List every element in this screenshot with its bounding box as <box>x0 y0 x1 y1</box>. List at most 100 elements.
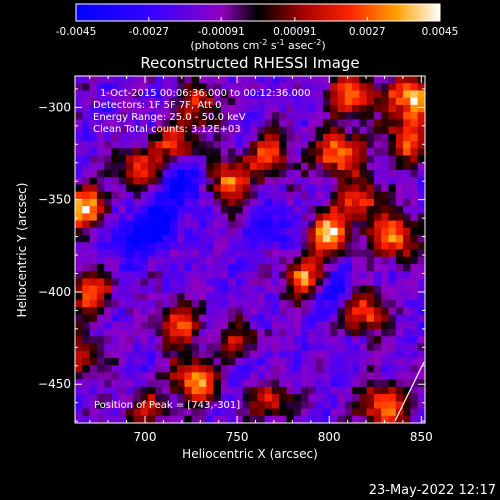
heatmap-cell <box>417 321 426 330</box>
heatmap-cell <box>133 336 142 344</box>
heatmap-cell <box>82 321 90 330</box>
colorbar-gradient <box>75 3 441 22</box>
heatmap-cell <box>271 314 280 323</box>
colorbar-tick-label: -0.0045 <box>56 26 97 38</box>
heatmap-cell <box>162 343 171 352</box>
heatmap-cell <box>111 90 120 99</box>
heatmap-cell <box>271 379 280 388</box>
heatmap-cell <box>162 307 171 315</box>
heatmap-cell <box>417 206 426 214</box>
heatmap-cell <box>220 162 229 171</box>
heatmap-cell <box>359 292 368 301</box>
heatmap-cell <box>140 408 149 417</box>
heatmap-cell <box>271 112 280 120</box>
heatmap-cell <box>126 336 134 344</box>
heatmap-cell <box>140 169 149 178</box>
heatmap-cell <box>140 343 149 352</box>
heatmap-cell <box>126 169 134 178</box>
heatmap-cell <box>322 415 331 424</box>
heatmap-cell <box>330 314 338 323</box>
heatmap-cell <box>169 242 178 250</box>
heatmap-cell <box>293 90 302 99</box>
heatmap-cell <box>104 235 112 243</box>
heatmap-cell <box>242 386 251 395</box>
heatmap-cell <box>235 357 244 366</box>
heatmap-cell <box>140 90 149 99</box>
heatmap-cell <box>111 415 120 424</box>
heatmap-cell <box>104 83 112 91</box>
heatmap-cell <box>352 206 360 214</box>
heatmap-cell <box>344 104 353 113</box>
heatmap-cell <box>155 263 163 272</box>
heatmap-cell <box>191 177 200 185</box>
heatmap-cell <box>403 256 411 265</box>
heatmap-cell <box>315 329 324 337</box>
heatmap-cell <box>242 379 251 388</box>
heatmap-cell <box>118 155 127 164</box>
heatmap-cell <box>301 249 309 258</box>
heatmap-cell <box>308 177 317 185</box>
heatmap-cell <box>191 292 200 301</box>
heatmap-cell <box>271 350 280 359</box>
heatmap-cell <box>322 379 331 388</box>
heatmap-cell <box>286 213 295 221</box>
heatmap-cell <box>381 191 389 200</box>
heatmap-cell <box>293 379 302 388</box>
heatmap-cell <box>198 256 207 265</box>
heatmap-cell <box>228 343 236 352</box>
heatmap-cell <box>388 314 397 323</box>
heatmap-cell <box>286 285 295 294</box>
heatmap-cell <box>235 321 244 330</box>
heatmap-cell <box>228 386 236 395</box>
heatmap-cell <box>104 249 112 258</box>
heatmap-cell <box>177 198 185 207</box>
heatmap-cell <box>250 141 258 149</box>
heatmap-cell <box>352 83 360 91</box>
heatmap-cell <box>104 119 112 128</box>
heatmap-cell <box>388 141 397 149</box>
heatmap-cell <box>213 83 222 91</box>
heatmap-cell <box>344 372 353 381</box>
heatmap-cell <box>366 126 375 135</box>
heatmap-cell <box>133 206 142 214</box>
heatmap-cell <box>337 155 346 164</box>
heatmap-cell <box>410 126 419 135</box>
heatmap-cell <box>373 184 382 193</box>
heatmap-cell <box>264 133 273 142</box>
heatmap-cell <box>220 350 229 359</box>
heatmap-cell <box>206 256 214 265</box>
heatmap-cell <box>352 321 360 330</box>
heatmap-cell <box>235 300 244 308</box>
heatmap-cell <box>286 256 295 265</box>
heatmap-cell <box>286 379 295 388</box>
heatmap-cell <box>286 242 295 250</box>
heatmap-cell <box>75 148 83 156</box>
heatmap-cell <box>403 83 411 91</box>
heatmap-cell <box>162 206 171 214</box>
heatmap-cell <box>75 386 83 395</box>
heatmap-cell <box>352 372 360 381</box>
heatmap-cell <box>330 169 338 178</box>
heatmap-cell <box>403 112 411 120</box>
heatmap-cell <box>322 249 331 258</box>
heatmap-cell <box>410 394 419 402</box>
heatmap-cell <box>82 415 90 424</box>
heatmap-cell <box>235 271 244 279</box>
heatmap-cell <box>337 278 346 287</box>
heatmap-cell <box>410 278 419 287</box>
heatmap-cell <box>257 379 265 388</box>
heatmap-cell <box>126 314 134 323</box>
heatmap-cell <box>191 314 200 323</box>
heatmap-cell <box>410 220 419 229</box>
heatmap-cell <box>242 155 251 164</box>
heatmap-cell <box>162 76 171 84</box>
heatmap-cell <box>403 292 411 301</box>
peak-position-label: Position of Peak = [743,-301] <box>94 400 240 411</box>
heatmap-cell <box>352 213 360 221</box>
heatmap-cell <box>330 292 338 301</box>
heatmap-cell <box>366 263 375 272</box>
heatmap-cell <box>279 235 287 243</box>
heatmap-cell <box>213 242 222 250</box>
heatmap-cell <box>315 198 324 207</box>
heatmap-cell <box>133 133 142 142</box>
